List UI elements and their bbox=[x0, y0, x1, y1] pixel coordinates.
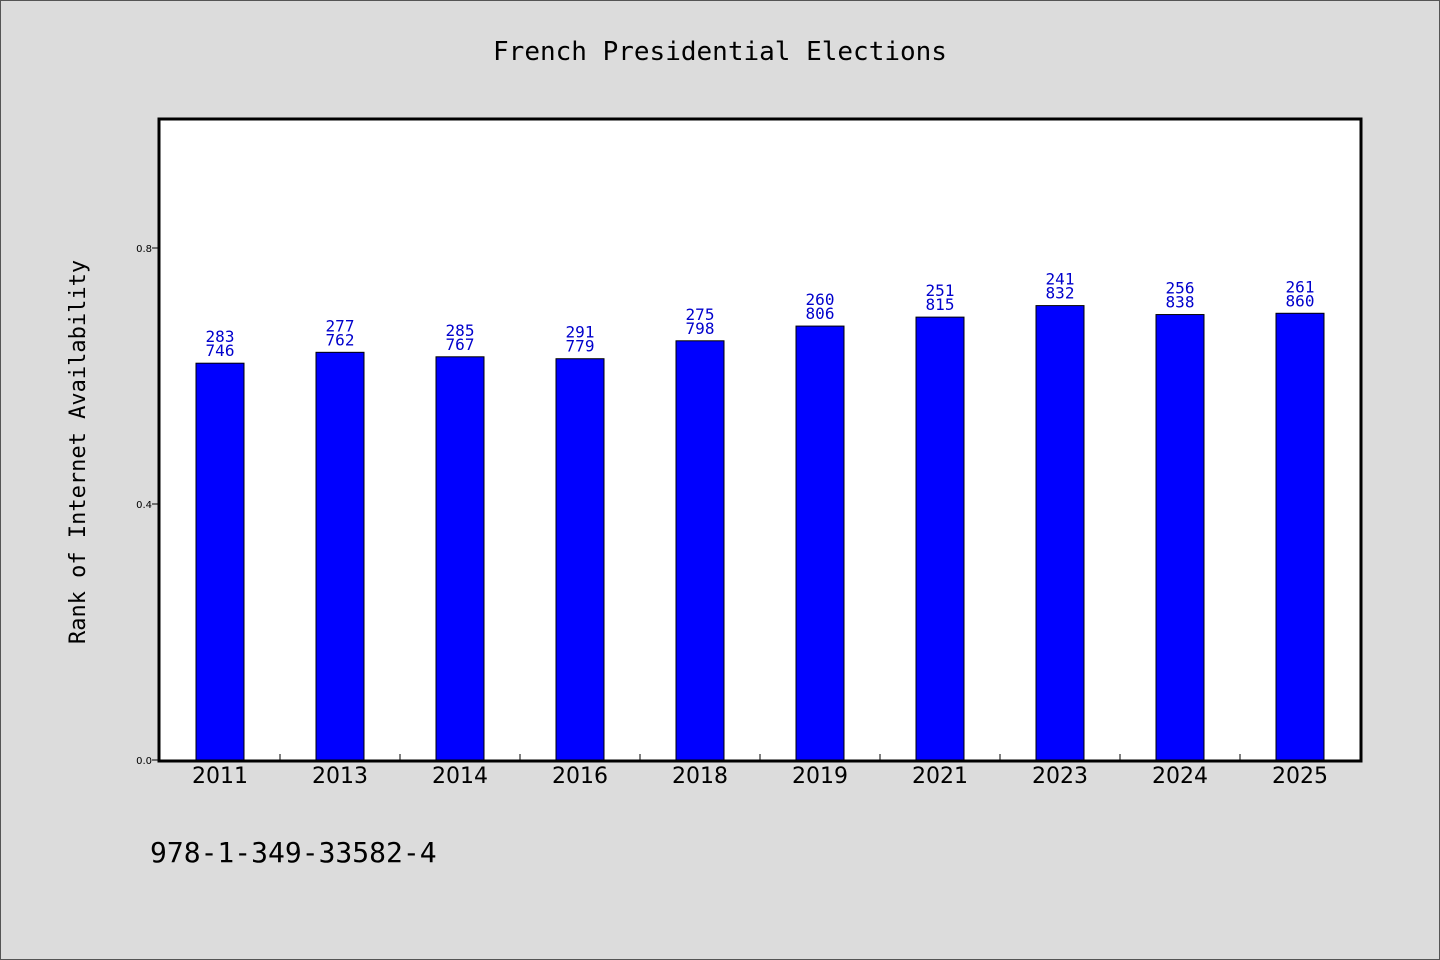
bar-label-top-2013: 277 bbox=[326, 316, 355, 335]
bar-label-bottom-2023: 832 bbox=[1046, 284, 1075, 303]
bar-2018 bbox=[675, 340, 725, 761]
bar-2024 bbox=[1155, 314, 1205, 761]
bar-label-top-2016: 291 bbox=[566, 323, 595, 342]
bar-label-top-2023: 241 bbox=[1046, 270, 1075, 289]
bar-2019 bbox=[795, 325, 845, 761]
x-tick-label-2018: 2018 bbox=[672, 764, 728, 789]
bar-label-bottom-2018: 798 bbox=[686, 319, 715, 338]
bar-label-bottom-2025: 860 bbox=[1286, 291, 1315, 310]
x-tick-label-2013: 2013 bbox=[312, 764, 368, 789]
x-tick-label-2016: 2016 bbox=[552, 764, 608, 789]
bar-label-top-2018: 275 bbox=[686, 305, 715, 324]
bar-label-top-2019: 260 bbox=[806, 290, 835, 309]
bar-label-top-2024: 256 bbox=[1166, 279, 1195, 298]
bar-label-bottom-2011: 746 bbox=[206, 341, 235, 360]
isbn-label: 978-1-349-33582-4 bbox=[150, 836, 437, 869]
bar-label-bottom-2014: 767 bbox=[446, 335, 475, 354]
bar-label-top-2025: 261 bbox=[1286, 277, 1315, 296]
bar-label-bottom-2016: 779 bbox=[566, 337, 595, 356]
bar-label-top-2014: 285 bbox=[446, 321, 475, 340]
x-tick-label-2024: 2024 bbox=[1152, 764, 1208, 789]
bar-2016 bbox=[555, 358, 605, 761]
bar-label-top-2011: 283 bbox=[206, 327, 235, 346]
x-tick-label-2014: 2014 bbox=[432, 764, 488, 789]
x-tick-label-2011: 2011 bbox=[192, 764, 248, 789]
y-axis-label: Rank of Internet Availability bbox=[66, 260, 91, 644]
ticks-group: 2011 2013 2014 2016 2018 2019 2021 2023 2024 2025… bbox=[136, 244, 1328, 789]
x-tick-label-2023: 2023 bbox=[1032, 764, 1088, 789]
bar-label-bottom-2013: 762 bbox=[326, 330, 355, 349]
y-tick-label-1: 0.4 bbox=[136, 500, 152, 511]
bar-label-bottom-2024: 838 bbox=[1166, 293, 1195, 312]
bar-2023 bbox=[1035, 305, 1085, 761]
x-tick-label-2025: 2025 bbox=[1272, 764, 1328, 789]
chart-title: French Presidential Elections bbox=[493, 37, 947, 67]
bar-2013 bbox=[315, 351, 365, 761]
bar-2014 bbox=[435, 356, 485, 761]
bar-2021 bbox=[915, 316, 965, 761]
x-tick-label-2021: 2021 bbox=[912, 764, 968, 789]
bars-group: 2837462777622857672917792757982608062518… bbox=[195, 270, 1325, 761]
bar-label-top-2021: 251 bbox=[926, 281, 955, 300]
bar-2011 bbox=[195, 362, 245, 761]
x-tick-label-2019: 2019 bbox=[792, 764, 848, 789]
y-tick-label-0: 0.0 bbox=[136, 756, 152, 767]
bar-2025 bbox=[1275, 312, 1325, 761]
plot-border bbox=[157, 117, 1363, 763]
bar-label-bottom-2021: 815 bbox=[926, 295, 955, 314]
y-tick-label-2: 0.8 bbox=[136, 244, 152, 255]
bar-label-bottom-2019: 806 bbox=[806, 304, 835, 323]
